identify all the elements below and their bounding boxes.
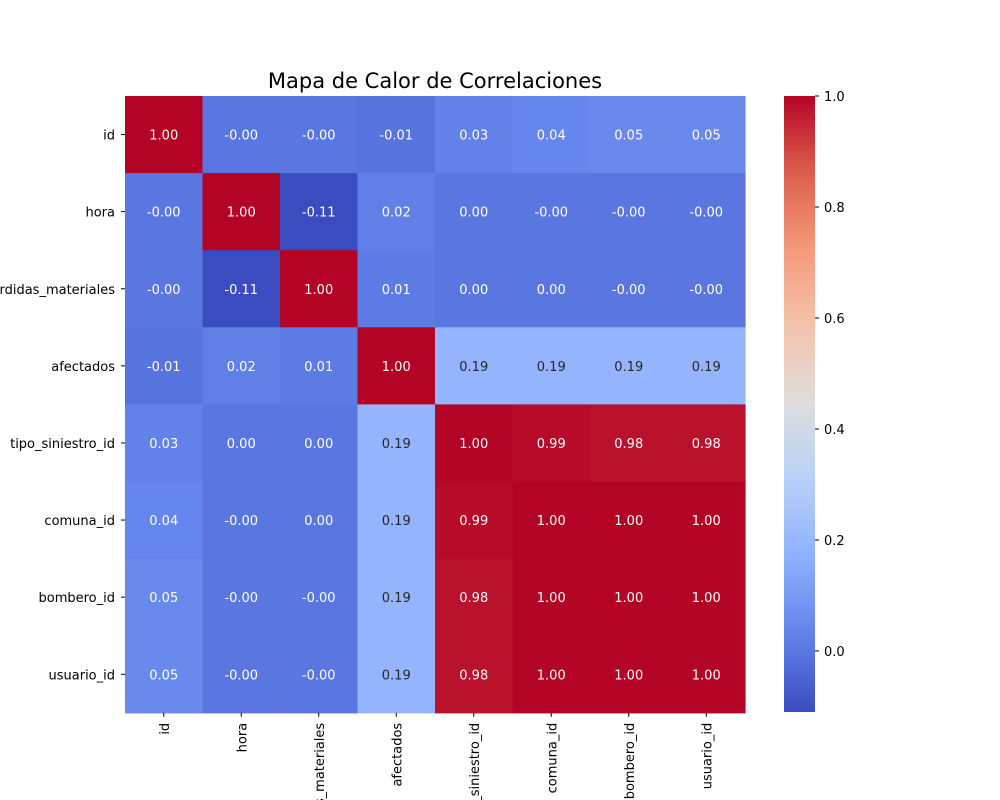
cell-value-label: -0.11 xyxy=(302,206,336,221)
cell-value-label: 1.00 xyxy=(304,283,333,298)
y-axis: id hora perdidas_materiales afectados tipo_s… xyxy=(0,129,125,684)
cell-value-label: -0.00 xyxy=(224,668,258,683)
y-tick-label: tipo_siniestro_id xyxy=(10,437,115,452)
x-axis: id hora perdidas_materiales afectados tipo_s… xyxy=(158,713,716,800)
cell-value-label: 1.00 xyxy=(382,360,411,375)
cell-value-label: 1.00 xyxy=(614,514,643,529)
cell-value-label: 0.00 xyxy=(537,283,566,298)
cell-value-label: 0.05 xyxy=(692,129,721,144)
cell-value-label: 1.00 xyxy=(227,206,256,221)
cell-value-label: 0.05 xyxy=(149,668,178,683)
cell-value-label: 0.98 xyxy=(692,437,721,452)
cell-value-label: 0.98 xyxy=(459,668,488,683)
cell-value-label: -0.01 xyxy=(147,360,181,375)
colorbar-gradient xyxy=(784,96,815,712)
y-tick-label: hora xyxy=(85,206,115,221)
cell-value-label: 0.00 xyxy=(459,206,488,221)
cell-value-label: -0.11 xyxy=(224,283,258,298)
cell-value-label: -0.00 xyxy=(689,283,723,298)
cell-value-label: 0.98 xyxy=(459,591,488,606)
y-tick-label: usuario_id xyxy=(49,668,116,683)
cell-value-label: 1.00 xyxy=(149,129,178,144)
cell-value-label: 1.00 xyxy=(614,591,643,606)
x-tick-label: bombero_id xyxy=(623,723,638,800)
cell-value-label: 0.02 xyxy=(227,360,256,375)
cell-value-label: -0.00 xyxy=(147,206,181,221)
cell-value-label: 0.00 xyxy=(304,514,333,529)
cell-value-label: 0.19 xyxy=(382,668,411,683)
cell-value-label: 0.00 xyxy=(304,437,333,452)
colorbar-tick-label: 1.0 xyxy=(824,90,845,105)
cell-value-label: -0.00 xyxy=(689,206,723,221)
cell-value-label: 0.19 xyxy=(382,591,411,606)
cell-value-label: 0.99 xyxy=(537,437,566,452)
x-tick-label: tipo_siniestro_id xyxy=(468,723,483,800)
cell-value-label: 0.05 xyxy=(614,129,643,144)
cell-value-label: 0.02 xyxy=(382,206,411,221)
cell-value-label: -0.00 xyxy=(612,283,646,298)
colorbar-tick-label: 0.2 xyxy=(824,534,845,549)
cell-value-label: 0.00 xyxy=(459,283,488,298)
y-tick-label: comuna_id xyxy=(44,514,115,529)
cell-value-label: -0.00 xyxy=(302,668,336,683)
heatmap-cells xyxy=(125,96,746,713)
cell-value-label: -0.00 xyxy=(224,129,258,144)
cell-value-label: 0.03 xyxy=(459,129,488,144)
cell-value-label: 0.05 xyxy=(149,591,178,606)
cell-value-label: -0.00 xyxy=(302,129,336,144)
cell-value-label: 0.19 xyxy=(382,437,411,452)
y-tick-label: bombero_id xyxy=(39,591,116,606)
cell-value-label: -0.00 xyxy=(224,591,258,606)
cell-value-label: 0.19 xyxy=(614,360,643,375)
cell-value-label: -0.00 xyxy=(224,514,258,529)
cell-value-label: 0.00 xyxy=(227,437,256,452)
y-tick-label: id xyxy=(103,129,115,144)
cell-value-label: 1.00 xyxy=(614,668,643,683)
y-tick-label: afectados xyxy=(51,360,115,375)
y-tick-label: perdidas_materiales xyxy=(0,283,115,298)
x-tick-label: hora xyxy=(235,723,250,753)
colorbar-tick-label: 0.4 xyxy=(824,423,845,438)
colorbar: 0.0 0.2 0.4 0.6 0.8 1.0 xyxy=(784,90,845,712)
cell-value-label: 0.99 xyxy=(459,514,488,529)
cell-value-label: 0.19 xyxy=(537,360,566,375)
colorbar-tick-label: 0.8 xyxy=(824,201,845,216)
cell-value-label: 1.00 xyxy=(537,591,566,606)
cell-value-label: 0.01 xyxy=(304,360,333,375)
cell-value-label: -0.00 xyxy=(534,206,568,221)
colorbar-tick-label: 0.6 xyxy=(824,312,845,327)
cell-value-label: 0.01 xyxy=(382,283,411,298)
x-tick-label: perdidas_materiales xyxy=(313,723,328,800)
cell-value-label: 1.00 xyxy=(692,514,721,529)
cell-value-label: 0.04 xyxy=(537,129,566,144)
colorbar-tick-label: 0.0 xyxy=(824,645,845,660)
cell-value-label: -0.01 xyxy=(379,129,413,144)
cell-value-label: 0.19 xyxy=(692,360,721,375)
cell-value-label: 0.04 xyxy=(149,514,178,529)
cell-value-label: 1.00 xyxy=(692,668,721,683)
x-tick-label: id xyxy=(158,723,173,735)
cell-value-label: 1.00 xyxy=(537,668,566,683)
x-tick-label: comuna_id xyxy=(545,723,560,794)
x-tick-label: usuario_id xyxy=(700,723,715,790)
cell-value-label: 0.19 xyxy=(459,360,488,375)
cell-value-label: 0.19 xyxy=(382,514,411,529)
cell-value-label: -0.00 xyxy=(302,591,336,606)
cell-value-label: -0.00 xyxy=(147,283,181,298)
cell-value-label: 1.00 xyxy=(459,437,488,452)
cell-value-label: 0.98 xyxy=(614,437,643,452)
x-tick-label: afectados xyxy=(390,723,405,787)
cell-value-label: 1.00 xyxy=(692,591,721,606)
cell-value-label: 0.03 xyxy=(149,437,178,452)
cell-value-label: 1.00 xyxy=(537,514,566,529)
cell-value-label: -0.00 xyxy=(612,206,646,221)
chart-title: Mapa de Calor de Correlaciones xyxy=(268,69,602,93)
